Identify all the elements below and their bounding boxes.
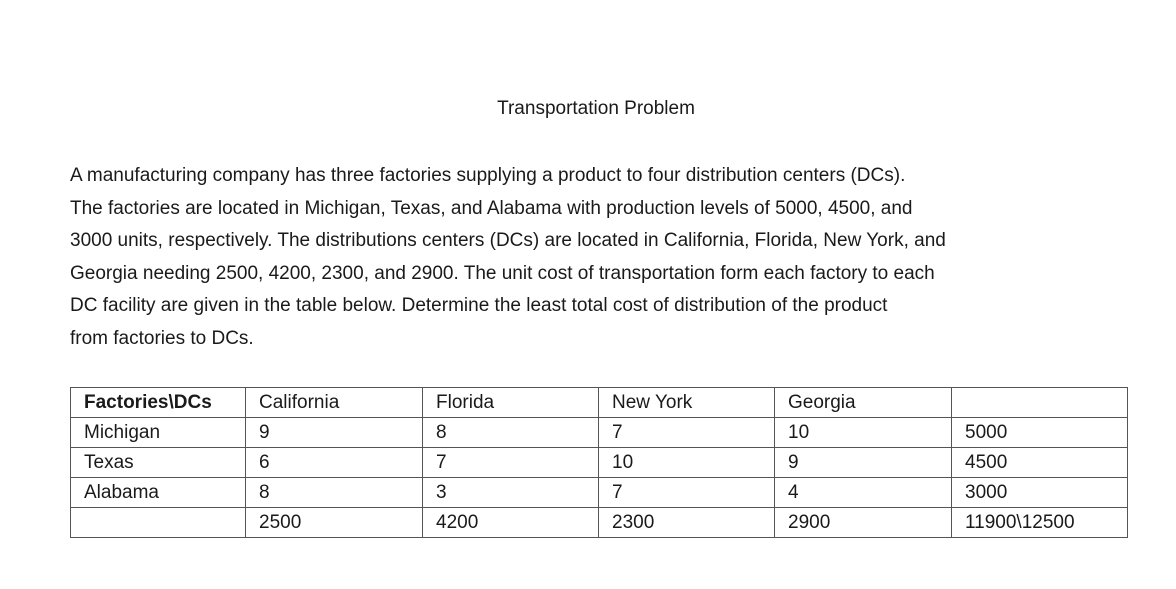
supply-cell: 3000: [951, 477, 1128, 508]
cost-cell: 7: [598, 417, 775, 448]
paragraph-line: 3000 units, respectively. The distributi…: [70, 230, 946, 252]
paragraph-line: from factories to DCs.: [70, 327, 254, 349]
header-cell-florida: Florida: [422, 387, 599, 418]
table-row: Texas 6 7 10 9 4500: [70, 447, 1128, 478]
cost-cell: 9: [245, 417, 423, 448]
total-demand-supply-cell: 11900\12500: [951, 507, 1128, 538]
paragraph-line: Georgia needing 2500, 4200, 2300, and 29…: [70, 262, 935, 284]
paragraph-line: A manufacturing company has three factor…: [70, 165, 906, 186]
problem-statement: A manufacturing company has three factor…: [70, 160, 1140, 356]
factory-label: Alabama: [70, 477, 246, 508]
demand-cell: 2500: [245, 507, 423, 538]
cost-cell: 8: [245, 477, 423, 508]
header-cell-supply: [951, 387, 1128, 418]
cost-cell: 10: [774, 417, 952, 448]
factory-label: Michigan: [70, 417, 246, 448]
cost-cell: 7: [422, 447, 599, 478]
header-cell-new-york: New York: [598, 387, 775, 418]
cost-cell: 10: [598, 447, 775, 478]
header-cell-georgia: Georgia: [774, 387, 952, 418]
document-title: Transportation Problem: [497, 98, 695, 119]
table-row: Alabama 8 3 7 4 3000: [70, 477, 1128, 508]
cost-cell: 4: [774, 477, 952, 508]
cost-cell: 7: [598, 477, 775, 508]
cost-cell: 8: [422, 417, 599, 448]
demand-cell: 4200: [422, 507, 599, 538]
table-row: Michigan 9 8 7 10 5000: [70, 417, 1128, 448]
supply-cell: 4500: [951, 447, 1128, 478]
paragraph-line: The factories are located in Michigan, T…: [70, 197, 913, 219]
header-cell-corner: Factories\DCs: [70, 387, 246, 418]
factory-label: Texas: [70, 447, 246, 478]
demand-cell: 2300: [598, 507, 775, 538]
demand-label: [70, 507, 246, 538]
header-cell-california: California: [245, 387, 423, 418]
table-header-row: Factories\DCs California Florida New Yor…: [70, 387, 1128, 418]
demand-row: 2500 4200 2300 2900 11900\12500: [70, 507, 1128, 538]
cost-cell: 6: [245, 447, 423, 478]
transportation-cost-table: Factories\DCs California Florida New Yor…: [70, 387, 1128, 538]
cost-cell: 3: [422, 477, 599, 508]
supply-cell: 5000: [951, 417, 1128, 448]
paragraph-line: DC facility are given in the table below…: [70, 295, 888, 317]
cost-cell: 9: [774, 447, 952, 478]
demand-cell: 2900: [774, 507, 952, 538]
